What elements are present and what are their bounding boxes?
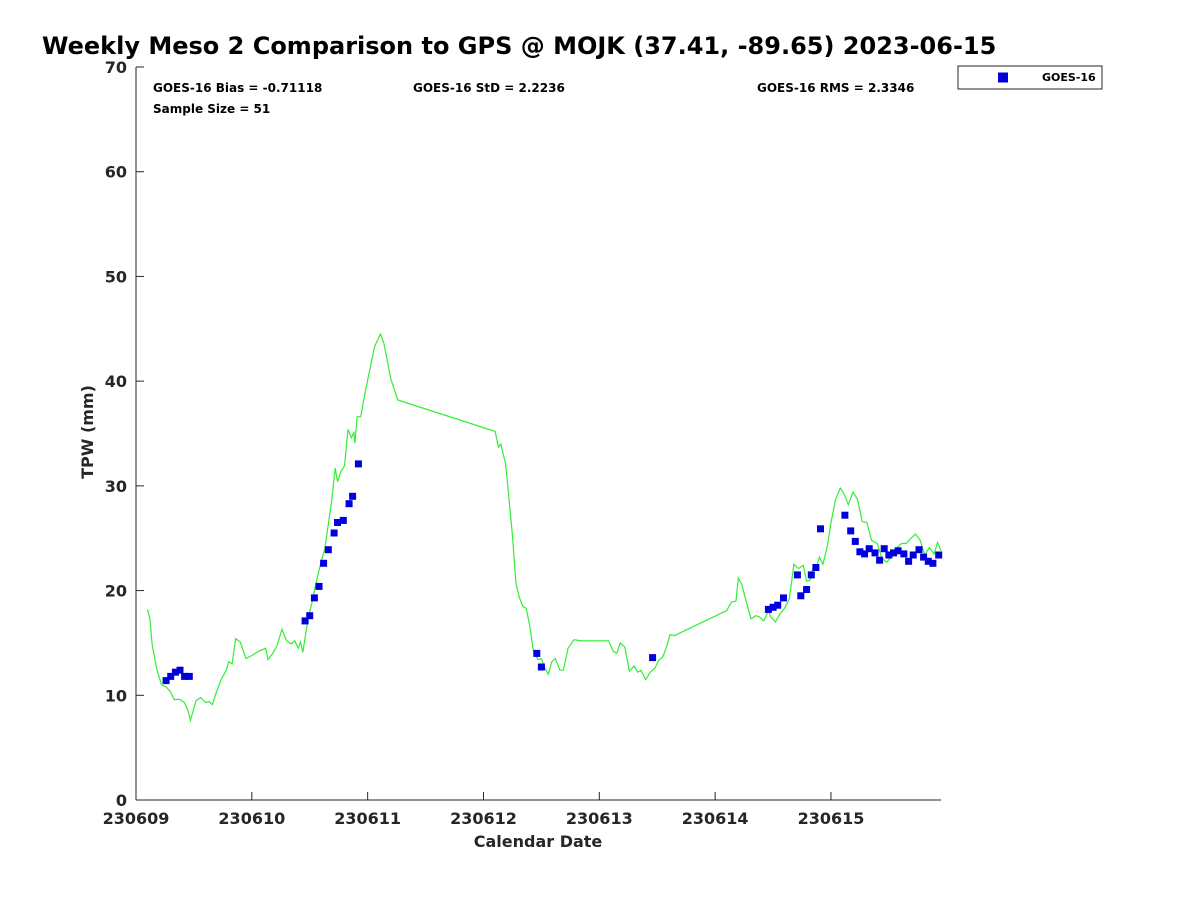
goes-16-point [649, 654, 657, 662]
y-axis-label: TPW (mm) [78, 385, 97, 479]
goes-16-point [847, 527, 855, 535]
gps-series [147, 332, 942, 723]
goes-16-point [533, 649, 541, 657]
goes-16-point [162, 677, 170, 685]
gps-line [147, 332, 942, 723]
goes-16-point [185, 672, 193, 680]
goes-16-point [890, 549, 897, 557]
x-tick-label: 230615 [798, 809, 865, 828]
goes-16-series [162, 460, 943, 685]
y-tick-label: 40 [105, 372, 127, 391]
goes-16-point [320, 559, 328, 567]
x-tick-label: 230609 [103, 809, 170, 828]
goes-16-point [851, 537, 859, 545]
goes-16-point [929, 559, 937, 567]
goes-16-point [871, 549, 879, 557]
legend-box [957, 65, 1103, 90]
x-axis-label: Calendar Date [474, 832, 603, 851]
goes-16-point [330, 529, 338, 537]
stat-bias: GOES-16 Bias = -0.71118 [153, 81, 322, 95]
y-tick-label: 50 [105, 267, 127, 286]
goes-16-point [856, 548, 864, 556]
goes-16-point [537, 663, 545, 671]
x-tick-label: 230612 [450, 809, 517, 828]
legend-marker [998, 72, 1008, 83]
goes-16-point [349, 492, 357, 500]
goes-16-point [339, 516, 347, 524]
y-tick-label: 0 [116, 791, 127, 810]
goes-16-point [876, 556, 884, 564]
goes-16-point [774, 601, 782, 609]
goes-16-point [764, 605, 772, 613]
x-tick-label: 230613 [566, 809, 633, 828]
goes-16-point [797, 592, 805, 600]
goes-16-point [812, 564, 820, 571]
goes-16-point [769, 603, 777, 611]
goes-16-point [354, 460, 362, 468]
goes-16-point [880, 545, 888, 553]
goes-16-point [900, 550, 908, 558]
goes-16-point [817, 525, 824, 533]
goes-16-point [306, 612, 314, 620]
goes-16-point [807, 571, 815, 579]
goes-16-point [905, 557, 913, 565]
goes-16-point [909, 551, 917, 559]
goes-16-point [865, 545, 873, 553]
goes-16-point [334, 519, 341, 526]
x-tick-label: 230614 [682, 809, 749, 828]
goes-16-point [167, 672, 175, 680]
goes-16-point [176, 666, 184, 674]
stat-sample-size: Sample Size = 51 [153, 102, 270, 116]
y-axis: 0 10 20 30 40 50 60 70 [105, 58, 144, 810]
x-tick-label: 230610 [218, 809, 285, 828]
goes-16-point [310, 594, 318, 602]
x-axis: 230609 230610 230611 230612 230613 230614 2306… [103, 792, 865, 828]
goes-16-point [924, 557, 932, 565]
goes-16-point [894, 547, 902, 555]
y-tick-label: 70 [105, 58, 127, 77]
legend: GOES-16 [957, 65, 1103, 90]
goes-16-point [841, 511, 849, 519]
goes-16-point [915, 546, 923, 554]
goes-16-point [324, 546, 332, 554]
goes-16-point [171, 668, 179, 676]
goes-16-point [861, 550, 869, 558]
stat-std: GOES-16 StD = 2.2236 [413, 81, 565, 95]
plot-area [135, 67, 941, 801]
goes-16-point [920, 553, 928, 561]
legend-label-goes-16: GOES-16 [1042, 71, 1096, 84]
goes-16-point [345, 500, 353, 508]
goes-16-point [315, 582, 323, 590]
y-tick-label: 10 [105, 686, 127, 705]
y-tick-label: 60 [105, 163, 127, 182]
goes-16-point [803, 586, 811, 593]
goes-16-point [181, 672, 189, 680]
x-tick-label: 230611 [334, 809, 401, 828]
goes-16-point [793, 571, 801, 579]
goes-16-point [935, 551, 943, 559]
goes-16-point [301, 617, 309, 625]
chart-title: Weekly Meso 2 Comparison to GPS @ MOJK (… [42, 32, 996, 60]
stat-rms: GOES-16 RMS = 2.3346 [757, 81, 914, 95]
goes-16-point [885, 551, 893, 559]
y-tick-label: 20 [105, 582, 127, 601]
y-tick-label: 30 [105, 477, 127, 496]
goes-16-point [780, 594, 787, 602]
